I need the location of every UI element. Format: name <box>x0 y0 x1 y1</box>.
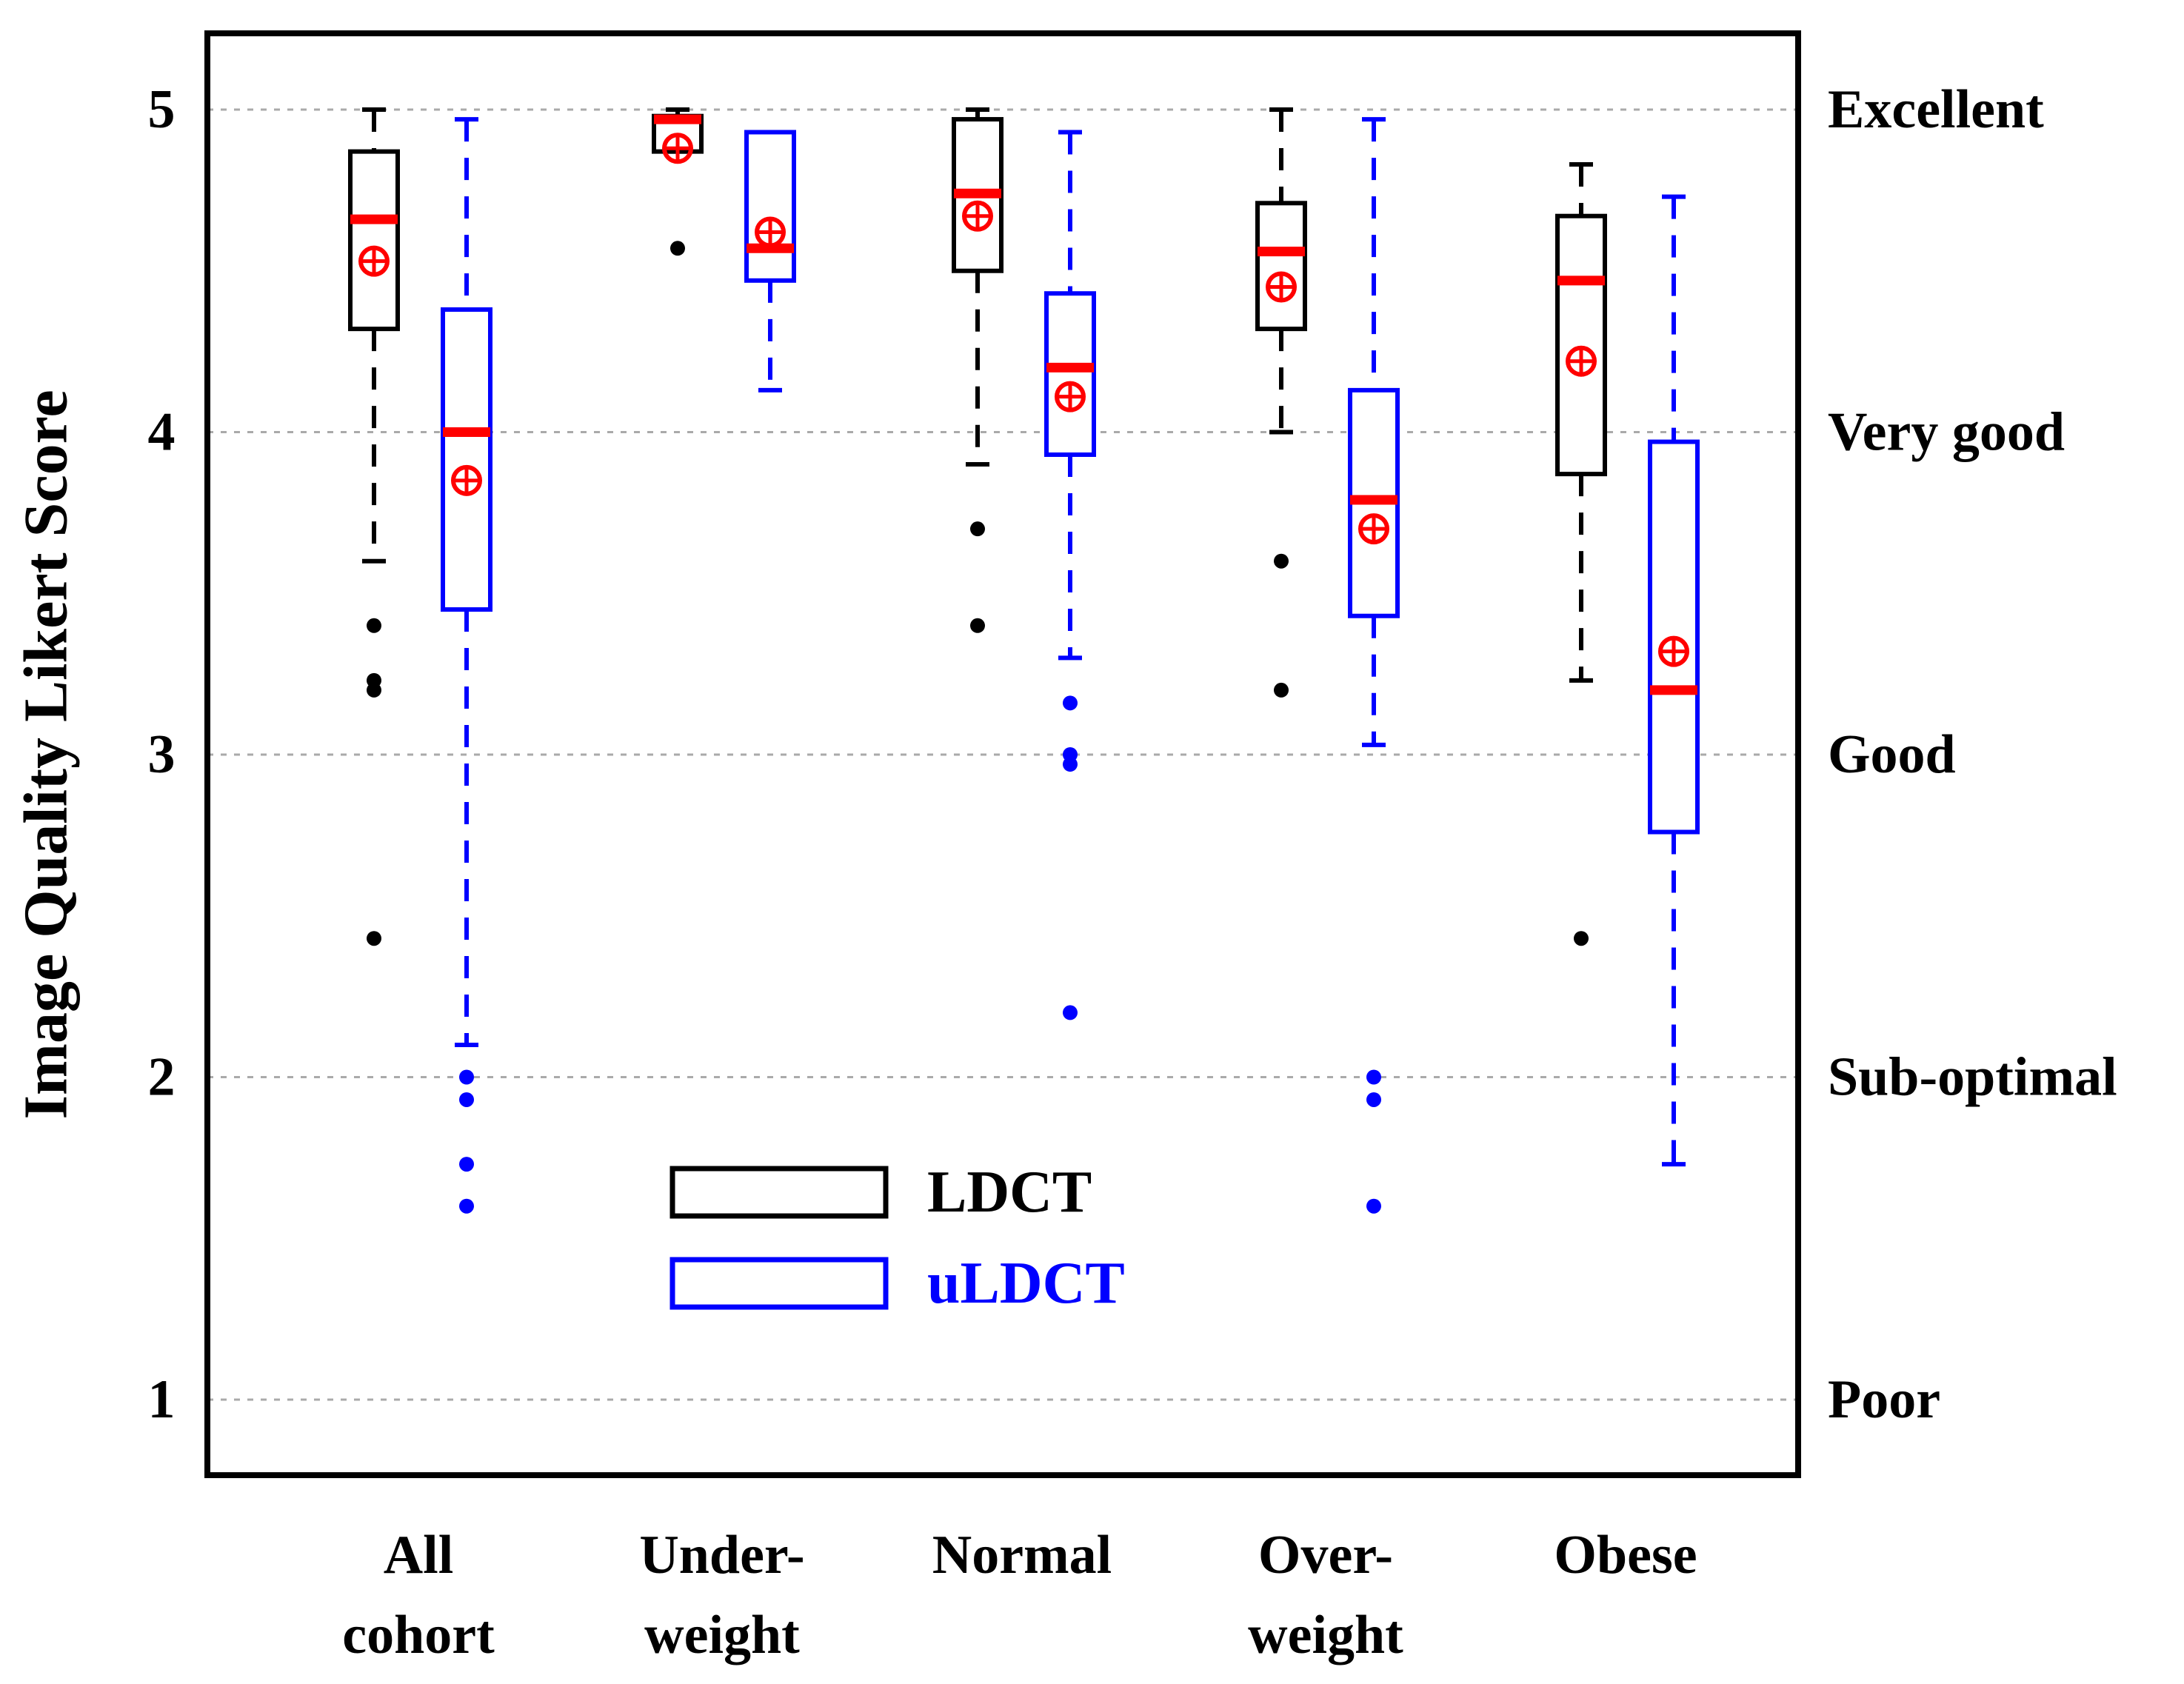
mean-marker <box>451 464 482 496</box>
gridlines <box>207 108 1798 1401</box>
y-tick-label-3: 3 <box>148 724 176 785</box>
right-axis-label: Very good <box>1828 402 2065 463</box>
right-axis-label: Excellent <box>1828 79 2044 140</box>
outlier-point <box>1063 757 1078 772</box>
uldct-box-group <box>441 117 492 1214</box>
x-category-label: weight <box>1248 1605 1403 1665</box>
x-category-label: weight <box>644 1605 800 1665</box>
uldct-box-group <box>744 130 796 392</box>
outlier-point <box>367 682 381 698</box>
right-axis-label: Good <box>1828 724 1956 785</box>
box <box>1555 213 1607 477</box>
outlier-point <box>1063 695 1078 711</box>
outlier-point <box>1274 553 1289 569</box>
uldct-box-group <box>1648 194 1700 1167</box>
plot-frame <box>204 30 1801 1478</box>
box <box>348 149 400 332</box>
mean-marker <box>1358 513 1389 545</box>
box <box>1255 201 1307 332</box>
ldct-box-group <box>348 107 400 946</box>
x-category-label: cohort <box>342 1605 495 1665</box>
y-tick-label-4: 4 <box>148 402 176 463</box>
x-category-label: Obese <box>1554 1525 1697 1586</box>
y-tick-label-2: 2 <box>148 1047 176 1108</box>
legend-label-uldct: uLDCT <box>927 1251 1125 1316</box>
y-tick-label-5: 5 <box>148 79 176 140</box>
outlier-point <box>367 618 381 633</box>
box <box>441 307 492 612</box>
outlier-point <box>459 1157 474 1172</box>
outlier-point <box>1063 1005 1078 1020</box>
ldct-box-group <box>1255 107 1307 698</box>
outlier-point <box>1574 931 1589 946</box>
y-tick-label-1: 1 <box>148 1369 176 1430</box>
outlier-point <box>459 1092 474 1107</box>
mean-marker <box>358 245 390 277</box>
x-category-label: Normal <box>932 1525 1112 1586</box>
outlier-point <box>459 1069 474 1085</box>
legend-swatch-ldct <box>669 1166 889 1219</box>
outlier-point <box>670 241 685 256</box>
box <box>1044 291 1096 457</box>
right-axis-label: Poor <box>1828 1369 1940 1430</box>
box <box>744 130 796 283</box>
outlier-point <box>970 521 985 537</box>
y-axis-title: Image Quality Likert Score <box>12 390 81 1119</box>
ldct-box-group <box>652 107 704 256</box>
x-category-label: Under- <box>639 1525 804 1586</box>
outlier-point <box>970 618 985 633</box>
right-axis-label: Sub-optimal <box>1828 1047 2117 1108</box>
outlier-point <box>1366 1069 1381 1085</box>
outlier-point <box>459 1198 474 1214</box>
mean-marker <box>962 200 993 232</box>
mean-marker <box>755 216 786 248</box>
x-category-label: Over- <box>1258 1525 1393 1586</box>
legend: LDCT uLDCT <box>669 1160 1125 1316</box>
outlier-point <box>1274 682 1289 698</box>
mean-marker <box>1266 271 1297 303</box>
outlier-point <box>1366 1198 1381 1214</box>
outlier-point <box>1366 1092 1381 1107</box>
x-category-label: All <box>384 1525 454 1586</box>
outlier-point <box>367 931 381 946</box>
mean-marker <box>1566 345 1597 377</box>
ldct-box-group <box>952 107 1003 633</box>
uldct-box-group <box>1044 130 1096 1020</box>
legend-label-ldct: LDCT <box>927 1160 1092 1225</box>
mean-marker <box>662 133 693 164</box>
legend-swatch-uldct <box>669 1257 889 1310</box>
axes-labels: 1 2 3 4 5 Excellent Very good Good Sub-optimal Po… <box>12 79 2117 1665</box>
ldct-box-group <box>1555 162 1607 946</box>
uldct-box-group <box>1348 117 1400 1214</box>
box-series <box>348 107 1700 1214</box>
mean-marker <box>1055 381 1086 412</box>
mean-marker <box>1658 635 1689 667</box>
